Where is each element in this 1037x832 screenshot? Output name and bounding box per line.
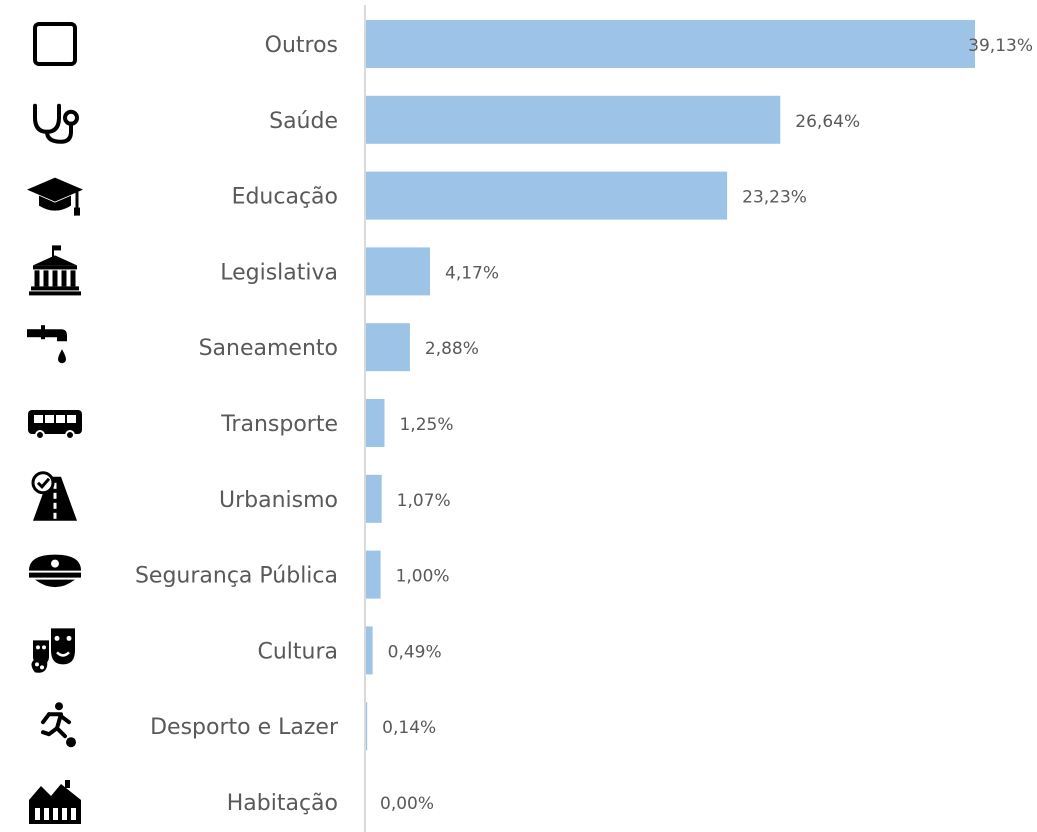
category-label: Saúde	[269, 109, 338, 134]
category-label: Segurança Pública	[135, 564, 338, 589]
bar	[365, 399, 385, 447]
value-label: 23,23%	[742, 188, 807, 208]
police-cap-icon	[29, 554, 81, 588]
value-label: 1,25%	[399, 415, 453, 435]
category-label: Transporte	[220, 412, 338, 437]
bar	[365, 626, 373, 675]
government-building-icon	[29, 245, 81, 296]
category-label: Saneamento	[199, 336, 338, 361]
category-label: Educação	[232, 185, 338, 210]
value-label: 2,88%	[425, 339, 479, 359]
bar	[365, 95, 781, 144]
water-tap-icon	[27, 325, 67, 364]
category-label: Legislativa	[220, 260, 338, 285]
bar	[365, 171, 728, 220]
bar	[365, 247, 431, 296]
stethoscope-icon	[33, 103, 79, 144]
houses-icon	[29, 780, 81, 824]
value-label: 0,49%	[388, 642, 442, 662]
category-label: Desporto e Lazer	[150, 715, 339, 740]
graduation-cap-icon	[27, 177, 83, 216]
value-label: 4,17%	[445, 263, 499, 283]
bar	[365, 474, 382, 523]
theater-masks-icon	[31, 628, 75, 673]
category-label: Cultura	[257, 639, 338, 664]
bar	[365, 323, 410, 372]
bar	[365, 550, 381, 599]
value-label: 1,07%	[397, 491, 451, 511]
value-label: 1,00%	[396, 567, 450, 587]
category-label: Habitação	[227, 791, 338, 816]
category-label: Urbanismo	[219, 488, 338, 513]
bars	[365, 20, 975, 751]
runner-icon	[41, 702, 76, 748]
value-label: 26,64%	[795, 112, 860, 132]
category-icons	[27, 22, 83, 824]
category-label: Outros	[265, 33, 338, 58]
value-label: 0,00%	[380, 794, 434, 814]
value-label: 0,14%	[382, 718, 436, 738]
road-icon	[31, 471, 77, 521]
category-labels: Outros Saúde Educação Legislativa Saneamento…	[135, 33, 339, 816]
value-label: 39,13%	[968, 36, 1033, 56]
bar	[365, 20, 975, 68]
square-outline-icon	[33, 22, 77, 66]
bus-icon	[28, 410, 82, 440]
bar	[365, 702, 368, 751]
value-labels: 39,13% 26,64% 23,23% 4,17% 2,88% 1,25% 1,07% 1,…	[380, 36, 1033, 814]
